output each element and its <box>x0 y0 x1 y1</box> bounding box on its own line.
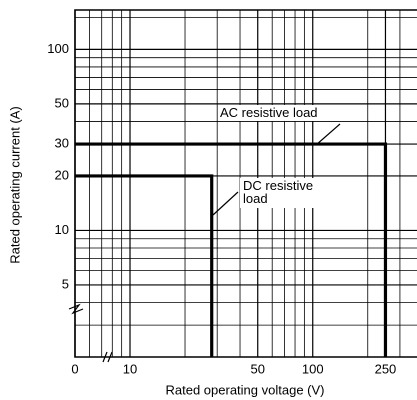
arrow <box>315 123 341 146</box>
series-line <box>75 142 388 357</box>
axis-break <box>68 303 84 315</box>
marks <box>75 142 388 357</box>
x-tick-label: 0 <box>71 361 78 376</box>
y-tick-label: 100 <box>47 41 69 56</box>
annotation-line: DC resistive <box>243 178 313 193</box>
label-bg <box>240 178 320 208</box>
y-tick-label: 20 <box>55 167 69 182</box>
y-tick-label: 10 <box>55 222 69 237</box>
y-axis-label: Rated operating current (A) <box>7 106 22 264</box>
y-tick-label: 5 <box>62 276 69 291</box>
x-tick-label: 250 <box>375 361 397 376</box>
axis-break <box>102 351 113 363</box>
annotation-line: load <box>243 191 268 206</box>
label-bg <box>218 105 358 121</box>
y-tick-label: 50 <box>55 95 69 110</box>
series-line <box>75 174 214 357</box>
arrow <box>212 191 239 216</box>
annotation-line: AC resistive load <box>220 105 318 120</box>
x-tick-label: 50 <box>250 361 264 376</box>
x-tick-label: 100 <box>302 361 324 376</box>
axes-frame <box>74 9 417 358</box>
y-tick-label: 30 <box>55 135 69 150</box>
x-tick-label: 10 <box>123 361 137 376</box>
x-axis-label: Rated operating voltage (V) <box>166 382 325 397</box>
annotation: DC resistive load <box>243 178 313 206</box>
annotation: AC resistive load <box>220 105 318 120</box>
